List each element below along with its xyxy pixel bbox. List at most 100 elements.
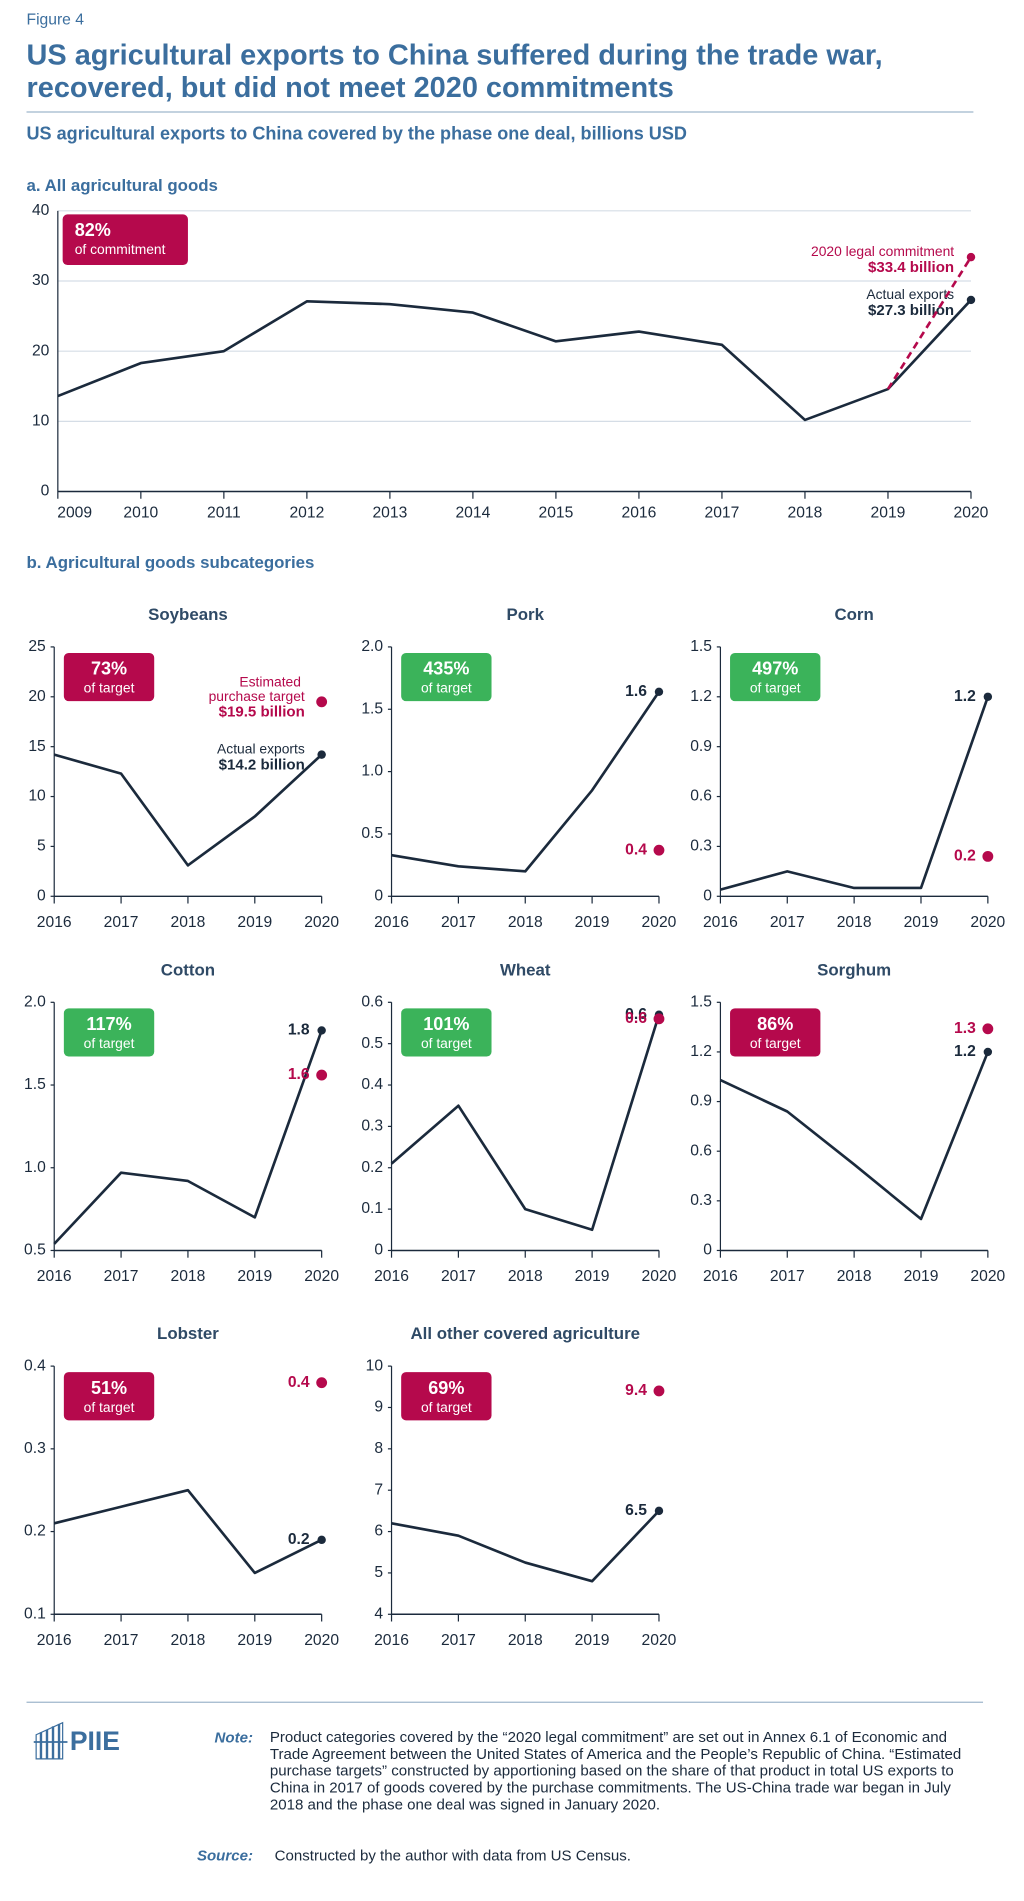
point — [983, 692, 993, 702]
point — [654, 1506, 664, 1516]
value-label: 0.6 — [625, 1006, 647, 1023]
y-tick-label: 2.0 — [24, 993, 46, 1010]
series-line — [391, 1509, 660, 1583]
y-tick-label: 1.2 — [690, 1043, 712, 1060]
series-name: Actual exports — [866, 286, 954, 302]
y-tick-label: 20 — [28, 688, 46, 705]
series-line — [390, 1014, 661, 1232]
point — [966, 295, 976, 305]
y-tick-label: 0.9 — [690, 1093, 712, 1110]
x-tick-label: 2018 — [171, 1632, 206, 1649]
chart-title: a. All agricultural goods — [27, 176, 218, 195]
x-tick-label: 2019 — [871, 504, 906, 521]
badge-value: 435% — [423, 659, 469, 679]
series-line — [53, 753, 323, 867]
y-tick-label: 0.2 — [361, 1159, 383, 1176]
x-tick-label: 2018 — [508, 1268, 543, 1285]
y-tick-label: 10 — [32, 412, 50, 429]
x-tick-label: 2016 — [374, 914, 409, 931]
y-tick-label: 5 — [374, 1564, 383, 1581]
chart-title: Pork — [507, 605, 545, 624]
value-label: 0.4 — [288, 1374, 310, 1391]
x-tick-label: 2018 — [788, 504, 823, 521]
y-tick-label: 7 — [374, 1481, 383, 1498]
y-tick-label: 0.3 — [690, 838, 712, 855]
y-tick-label: 0 — [703, 887, 712, 904]
series-line — [719, 1051, 990, 1221]
x-tick-label: 2020 — [970, 914, 1005, 931]
badge — [63, 652, 155, 702]
source-label: Source: — [197, 1847, 253, 1864]
y-tick-label: 6 — [374, 1523, 383, 1540]
x-tick-label: 2018 — [837, 1268, 872, 1285]
badge-text: of target — [84, 1399, 135, 1415]
badge — [730, 1008, 821, 1057]
x-tick-label: 2019 — [237, 1268, 272, 1285]
point — [966, 252, 976, 262]
x-tick-label: 2020 — [642, 1268, 677, 1285]
logo-text: PIIE — [70, 1726, 120, 1756]
x-tick-label: 2016 — [374, 1268, 409, 1285]
point — [982, 1023, 994, 1035]
x-tick-label: 2018 — [171, 1268, 206, 1285]
series-line — [53, 1029, 323, 1245]
note-label: Note: — [215, 1729, 253, 1746]
x-tick-label: 2020 — [304, 1268, 339, 1285]
y-tick-label: 0.5 — [24, 1242, 46, 1259]
y-tick-label: 25 — [28, 638, 46, 655]
y-tick-label: 20 — [32, 342, 50, 359]
y-tick-label: 0 — [374, 887, 383, 904]
chart-title: Wheat — [500, 960, 551, 979]
y-tick-label: 0 — [41, 483, 50, 500]
series-line — [391, 691, 661, 873]
y-tick-label: 0.4 — [361, 1076, 383, 1093]
chart: Pork 0 0.5 1.0 1.5 2.0 2016 2017 2018 2019 2020 1.6… — [361, 605, 676, 931]
value-label: 1.8 — [288, 1022, 310, 1039]
x-tick-label: 2019 — [904, 914, 939, 931]
badge-text: of target — [421, 680, 472, 696]
y-tick-label: 0.1 — [24, 1605, 46, 1622]
section-heading: b. Agricultural goods subcategories — [27, 553, 315, 572]
badge-text: of target — [84, 1035, 135, 1051]
y-tick-label: 0.6 — [690, 1142, 712, 1159]
chart: Sorghum 0 0.3 0.6 0.9 1.2 1.5 2016 2017 2018 2019 2… — [690, 960, 1005, 1285]
badge-value: 497% — [752, 659, 798, 679]
y-tick-label: 15 — [28, 738, 46, 755]
x-tick-label: 2015 — [538, 504, 573, 521]
y-tick-label: 0.9 — [690, 738, 712, 755]
x-tick-label: 2020 — [642, 1632, 677, 1649]
x-tick-label: 2014 — [455, 504, 490, 521]
badge — [730, 652, 821, 702]
x-tick-label: 2013 — [372, 504, 407, 521]
value-label: $27.3 billion — [868, 302, 954, 319]
x-tick-label: 2017 — [441, 1268, 476, 1285]
badge-value: 73% — [91, 659, 127, 679]
series-line — [53, 1488, 323, 1575]
x-tick-label: 2017 — [104, 1632, 139, 1649]
badge-text: of target — [421, 1035, 472, 1051]
y-tick-label: 4 — [374, 1605, 383, 1622]
y-tick-label: 0 — [703, 1242, 712, 1259]
value-label: 1.3 — [954, 1020, 976, 1037]
badge — [401, 1008, 492, 1057]
series-line — [57, 299, 972, 422]
x-tick-label: 2016 — [37, 1268, 72, 1285]
y-tick-label: 10 — [366, 1357, 384, 1374]
point — [983, 1047, 993, 1057]
point — [317, 1535, 326, 1545]
title-line: US agricultural exports to China suffere… — [27, 39, 883, 71]
label-line: purchase target — [209, 688, 305, 704]
series-line — [720, 696, 990, 891]
x-tick-label: 2009 — [57, 504, 92, 521]
badge-text: of target — [421, 1399, 472, 1415]
y-tick-label: 0.1 — [361, 1200, 383, 1217]
chart-title: All other covered agriculture — [410, 1324, 640, 1343]
badge-text: of commitment — [75, 241, 166, 257]
title-line: recovered, but did not meet 2020 commitm… — [27, 72, 674, 104]
point — [317, 1026, 326, 1035]
x-tick-label: 2020 — [304, 914, 339, 931]
x-tick-label: 2019 — [904, 1268, 939, 1285]
x-tick-label: 2018 — [837, 914, 872, 931]
x-tick-label: 2016 — [622, 504, 657, 521]
